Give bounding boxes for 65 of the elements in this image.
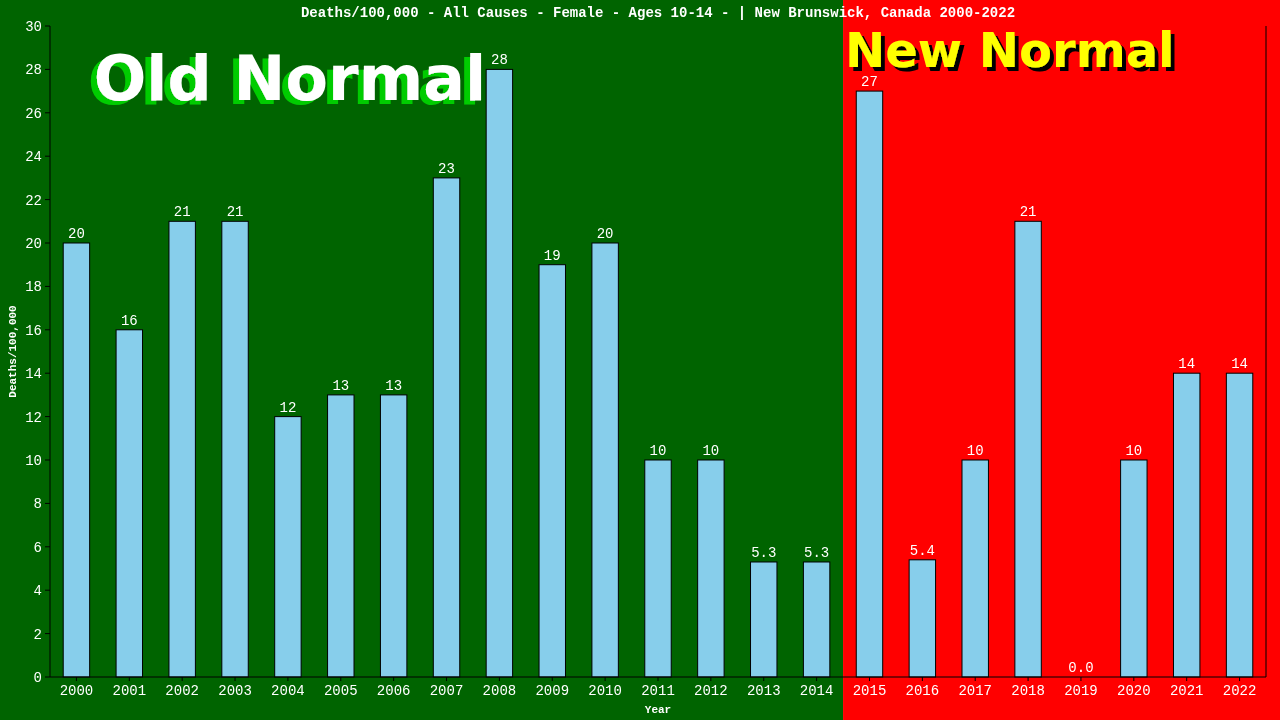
x-tick-label: 2013 [746,683,781,699]
y-tick-label: 8 [33,496,42,513]
data-label: 14 [1231,356,1248,373]
x-tick-label: 2018 [1011,683,1045,699]
x-tick-label: 2002 [165,683,199,699]
x-tick-label: 2009 [535,683,570,699]
x-tick-label: 2005 [323,683,358,699]
x-tick-label: 2011 [641,683,675,699]
y-tick-label: 14 [25,366,42,383]
data-label: 10 [649,443,667,459]
y-axis-title: Deaths/100,000 [7,305,19,398]
x-tick-label: 2022 [1222,683,1257,699]
data-label: 13 [332,377,350,394]
y-tick-label: 18 [25,279,42,296]
data-label: 5.3 [751,544,777,561]
x-tick-label: 2021 [1169,683,1204,699]
data-label: 5.3 [804,544,830,561]
data-label: 10 [1125,443,1143,459]
data-label: 28 [490,52,508,69]
x-tick-label: 2019 [1064,683,1098,699]
y-tick-label: 16 [25,322,42,339]
x-tick-label: 2000 [59,683,94,699]
x-tick-label: 2014 [799,683,834,699]
data-label: 5.4 [909,542,935,559]
data-label: 21 [173,204,191,221]
x-tick-label: 2016 [905,683,940,699]
data-label: 21 [1019,204,1037,221]
y-tick-label: 10 [25,452,42,469]
x-axis-title: Year [644,704,672,716]
x-tick-label: 2007 [429,683,464,699]
data-label: 21 [226,204,244,221]
x-tick-label: 2017 [958,683,993,699]
x-tick-label: 2006 [376,683,411,699]
x-tick-label: 2001 [112,683,147,699]
y-tick-label: 0 [33,669,42,686]
data-label: 12 [279,399,297,416]
x-tick-label: 2004 [271,683,305,699]
data-label: 19 [543,247,561,264]
y-tick-label: 26 [25,105,42,122]
y-tick-label: 28 [25,62,42,79]
y-tick-label: 22 [25,192,42,209]
x-tick-label: 2003 [218,683,252,699]
data-label: 20 [596,226,614,242]
data-label: 0.0 [1068,660,1094,676]
y-tick-label: 24 [25,149,42,166]
data-label: 14 [1178,356,1196,373]
data-label: 20 [68,226,85,242]
y-tick-label: 4 [33,583,42,600]
y-tick-label: 30 [25,18,42,35]
x-tick-label: 2010 [588,683,622,699]
data-label: 23 [438,160,455,177]
y-tick-label: 6 [33,539,42,556]
data-label: 16 [120,312,138,329]
y-tick-label: 2 [33,626,42,643]
y-tick-label: 20 [25,235,42,252]
band-label: Old Normal [93,42,487,115]
x-tick-label: 2020 [1117,683,1151,699]
data-label: 27 [861,74,878,91]
y-tick-label: 12 [25,409,42,426]
x-tick-label: 2012 [694,683,728,699]
x-tick-label: 2015 [852,683,887,699]
x-tick-label: 2008 [482,683,517,699]
data-label: 10 [702,443,720,459]
data-label: 10 [966,443,984,459]
data-label: 13 [385,377,403,394]
